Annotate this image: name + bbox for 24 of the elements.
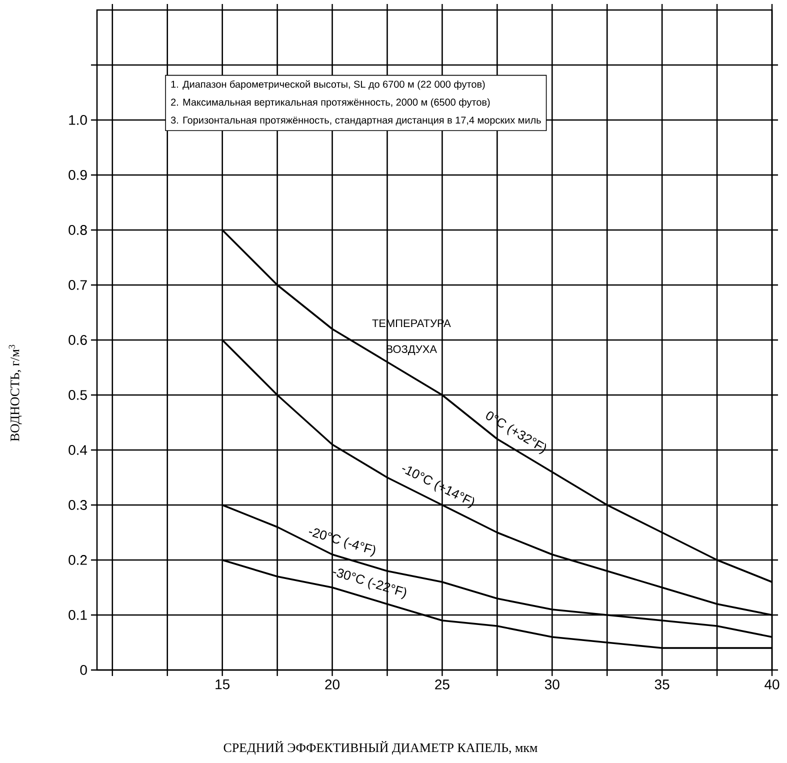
x-tick-label: 35 <box>654 680 670 690</box>
x-axis-title: СРЕДНИЙ ЭФФЕКТИВНЫЙ ДИАМЕТР КАПЕЛЬ, мкм <box>224 741 538 755</box>
y-axis-title: ВОДНОСТЬ, г/м$^{3}$ <box>8 344 22 442</box>
x-tick-label: 40 <box>764 680 780 690</box>
y-tick-label: 0.2 <box>68 555 87 565</box>
annotation: 1. Диапазон барометрической высоты, SL до 6700 м (22 000 футов) <box>171 80 485 90</box>
y-tick-label: 0.1 <box>68 610 87 620</box>
text: -20°C (-4°F) <box>308 528 376 557</box>
y-tick-label: 0 <box>80 665 87 675</box>
y-tick-label: 0.8 <box>68 225 87 235</box>
annotation: 3. Горизонтальная протяжённость, стандартная дистанция в 17,4 морских миль <box>170 116 541 126</box>
y-tick-label: 0.9 <box>68 170 87 180</box>
y-tick-label: 1.0 <box>69 115 87 125</box>
annotation: 2. Максимальная вертикальная протяжённость, 2000 м (6500 футов) <box>171 98 490 108</box>
x-tick-label: 15 <box>216 680 230 690</box>
x-tick-label: 20 <box>325 680 340 690</box>
y-tick-label: 0.4 <box>68 445 88 455</box>
y-tick-label: 0.7 <box>68 280 87 290</box>
x-tick-label: 25 <box>435 680 450 690</box>
y-tick-label: 0.6 <box>68 335 87 345</box>
y-tick-label: 0.5 <box>68 390 87 400</box>
x-tick-label: 30 <box>544 680 560 690</box>
y-tick-label: 0.3 <box>68 500 87 510</box>
text: -30°C (-22°F) <box>332 568 406 600</box>
